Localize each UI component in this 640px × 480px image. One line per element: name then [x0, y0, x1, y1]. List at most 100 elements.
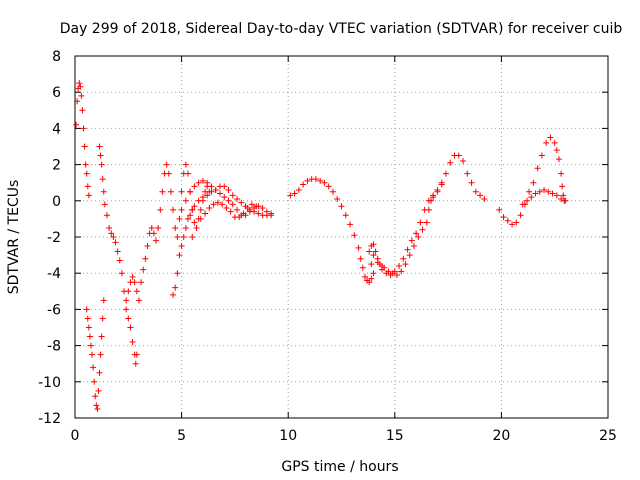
data-point	[430, 194, 437, 201]
x-tick-label: 15	[386, 428, 404, 444]
data-point	[101, 201, 108, 208]
data-point	[517, 212, 524, 219]
data-point	[408, 237, 415, 244]
data-point	[263, 208, 270, 215]
data-point	[76, 80, 83, 87]
axis-ticks	[74, 55, 609, 419]
x-tick-label: 20	[492, 428, 510, 444]
data-point	[118, 270, 125, 277]
data-point	[110, 234, 117, 240]
data-point	[400, 255, 407, 262]
data-point	[91, 378, 98, 385]
data-point	[167, 188, 174, 195]
data-point	[85, 324, 92, 331]
plot-border	[74, 55, 609, 419]
data-point	[86, 333, 93, 340]
data-point	[425, 197, 432, 204]
data-point	[549, 190, 556, 197]
data-point	[253, 203, 260, 210]
data-point	[523, 197, 530, 204]
data-point	[90, 364, 97, 371]
data-point	[347, 221, 354, 228]
data-point	[89, 351, 96, 358]
data-point	[396, 262, 403, 269]
data-point	[421, 206, 428, 213]
data-point	[98, 333, 105, 340]
data-point	[442, 170, 449, 177]
x-tick-label: 5	[177, 428, 186, 444]
y-axis-label: SDTVAR / TECUs	[6, 180, 22, 295]
data-point	[379, 266, 386, 273]
data-point	[325, 183, 332, 190]
data-point	[123, 297, 130, 304]
data-point	[513, 219, 520, 226]
data-point	[434, 188, 441, 195]
data-point	[526, 188, 533, 195]
data-point	[541, 186, 548, 193]
data-point	[464, 170, 471, 177]
data-point	[187, 212, 194, 219]
data-point	[125, 288, 132, 295]
data-series-s2	[83, 297, 107, 412]
data-point	[528, 194, 535, 201]
data-series-s8	[287, 176, 377, 286]
data-point	[103, 212, 110, 219]
data-point	[176, 215, 183, 222]
data-point	[334, 195, 341, 202]
data-point	[359, 264, 366, 271]
data-point	[191, 203, 198, 210]
data-point	[402, 261, 409, 268]
data-series-s7	[189, 199, 260, 240]
data-point	[234, 195, 241, 202]
data-point	[172, 224, 179, 231]
data-point	[150, 230, 157, 237]
data-point	[83, 306, 90, 313]
data-point	[129, 338, 136, 345]
data-point	[182, 197, 189, 204]
data-point	[133, 351, 140, 358]
grid	[75, 56, 608, 418]
data-point	[562, 197, 569, 204]
data-point	[545, 188, 552, 195]
data-point	[530, 179, 537, 186]
data-point	[538, 152, 545, 159]
data-point	[82, 161, 89, 168]
data-point	[129, 273, 136, 280]
data-point	[125, 315, 132, 322]
data-point	[176, 252, 183, 259]
data-point	[551, 139, 558, 146]
data-point	[413, 230, 420, 237]
data-point	[225, 186, 232, 193]
data-point	[210, 201, 217, 208]
data-point	[178, 188, 185, 195]
data-point	[504, 217, 511, 224]
data-point	[163, 161, 170, 168]
data-series-s9	[372, 152, 488, 279]
y-tick-label: -12	[38, 411, 61, 427]
data-point	[225, 197, 232, 204]
data-point	[81, 143, 88, 150]
data-point	[140, 266, 147, 273]
data-point	[496, 206, 503, 213]
data-point	[423, 219, 430, 226]
data-point	[74, 98, 81, 105]
data-point	[99, 176, 106, 183]
data-point	[191, 183, 198, 190]
y-tick-label: 4	[52, 121, 61, 137]
data-point	[208, 183, 215, 190]
data-point	[92, 393, 99, 400]
data-point	[534, 165, 541, 172]
data-point	[259, 205, 266, 212]
data-point	[295, 186, 302, 193]
data-point	[178, 243, 185, 250]
data-point	[559, 183, 566, 190]
data-point	[370, 270, 377, 277]
data-point	[246, 208, 253, 215]
data-point	[73, 121, 80, 128]
data-series-s1	[73, 80, 92, 199]
data-point	[96, 143, 103, 150]
chart-title: Day 299 of 2018, Sidereal Day-to-day VTE…	[60, 21, 623, 37]
data-point	[153, 237, 160, 244]
data-point	[234, 206, 241, 213]
